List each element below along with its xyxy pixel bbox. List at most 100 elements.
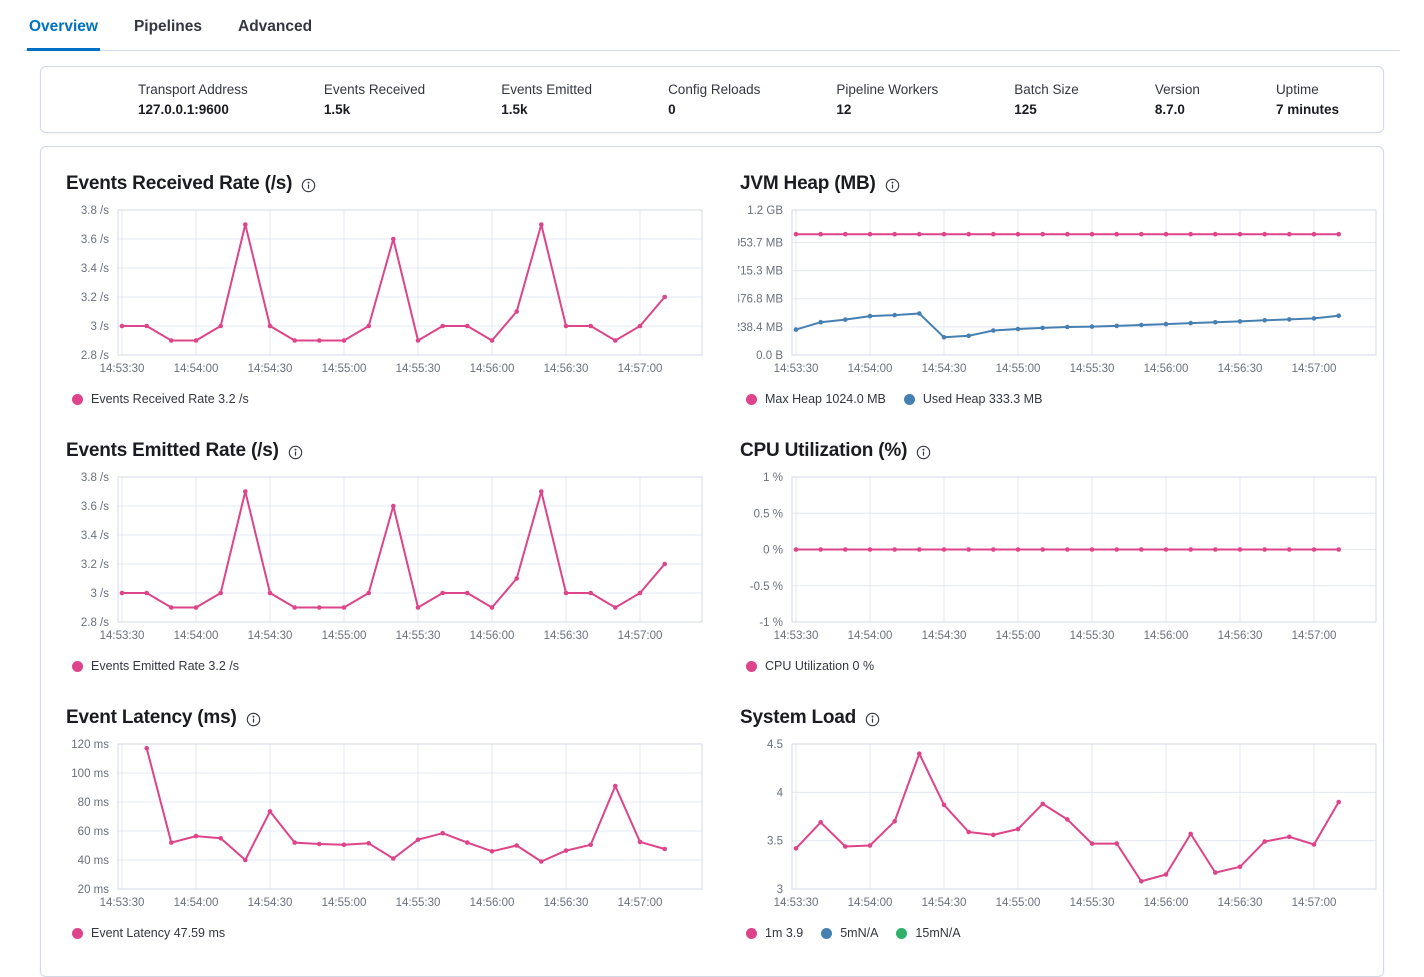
svg-text:14:54:30: 14:54:30 [922, 630, 967, 642]
chart-legend: Events Received Rate 3.2 /s [72, 392, 708, 406]
legend-dot-icon [746, 927, 757, 939]
svg-text:3 /s: 3 /s [90, 321, 109, 333]
y-axis-labels: 120 ms 100 ms 80 ms 60 ms 40 ms 20 ms [71, 739, 109, 896]
info-icon[interactable] [301, 178, 316, 193]
svg-text:476.8 MB: 476.8 MB [738, 294, 783, 306]
svg-text:4.5: 4.5 [767, 739, 783, 751]
chart-title: JVM Heap (MB) [740, 173, 876, 194]
legend-dot-icon [746, 393, 757, 405]
legend-item[interactable]: Event Latency 47.59 ms [72, 926, 225, 940]
stat-events-emitted: Events Emitted 1.5k [501, 81, 592, 118]
svg-text:14:56:00: 14:56:00 [470, 897, 515, 909]
stat-value: 125 [1014, 102, 1037, 117]
stat-value: 12 [836, 102, 852, 117]
chart-plot[interactable]: 120 ms 100 ms 80 ms 60 ms 40 ms 20 ms14:53:30… [64, 736, 704, 916]
tab-advanced[interactable]: Advanced [238, 18, 313, 35]
stat-value: 7 minutes [1275, 102, 1339, 117]
svg-text:14:54:00: 14:54:00 [174, 630, 219, 642]
svg-text:14:55:30: 14:55:30 [396, 897, 441, 909]
chart-jvm-heap: JVM Heap (MB) 1.2 GB 953.7 MB 715.3 MB 476.8… [734, 173, 1382, 406]
svg-text:3: 3 [777, 884, 783, 896]
legend-item[interactable]: Events Emitted Rate 3.2 /s [72, 659, 239, 673]
svg-text:80 ms: 80 ms [78, 797, 110, 809]
x-axis-labels: 14:53:30 14:54:00 14:54:30 14:55:00 14:55:30… [774, 630, 1337, 642]
legend-item[interactable]: Events Received Rate 3.2 /s [72, 392, 249, 406]
legend-item[interactable]: 5mN/A [821, 926, 878, 940]
svg-text:14:54:30: 14:54:30 [248, 630, 293, 642]
info-icon[interactable] [865, 712, 880, 727]
chart-plot[interactable]: 4.5 4 3.5 314:53:30 14:54:00 14:54:30 14:55:00… [738, 736, 1378, 916]
chart-plot[interactable]: 1 %0.5 %0 %-0.5 %-1 %14:53:30 14:54:00 14:… [738, 469, 1378, 649]
tab-pipelines[interactable]: Pipelines [133, 18, 202, 35]
svg-text:14:55:30: 14:55:30 [396, 630, 441, 642]
legend-item[interactable]: Max Heap 1024.0 MB [746, 392, 886, 406]
svg-text:0.0 B: 0.0 B [756, 350, 783, 362]
svg-text:14:54:30: 14:54:30 [922, 363, 967, 375]
svg-text:3.5: 3.5 [767, 836, 783, 848]
info-icon[interactable] [885, 178, 900, 193]
svg-text:14:56:00: 14:56:00 [1144, 363, 1189, 375]
svg-text:3.8 /s: 3.8 /s [81, 472, 109, 484]
info-icon[interactable] [288, 445, 303, 460]
svg-text:14:56:30: 14:56:30 [544, 363, 589, 375]
svg-text:3.4 /s: 3.4 /s [81, 530, 109, 542]
svg-text:14:57:00: 14:57:00 [1292, 630, 1337, 642]
svg-text:-1 %: -1 % [759, 617, 783, 629]
series-event-latency [144, 746, 667, 864]
svg-text:14:56:30: 14:56:30 [544, 630, 589, 642]
stat-label: Batch Size [1014, 82, 1079, 97]
info-icon[interactable] [916, 445, 931, 460]
stat-value: 1.5k [501, 102, 528, 117]
chart-cpu-utilization: CPU Utilization (%) 1 % 0.5 % 0 % -0.5 % -1 %… [738, 440, 1382, 673]
svg-text:60 ms: 60 ms [78, 826, 110, 838]
legend-item[interactable]: 1m 3.9 [746, 926, 803, 940]
stat-pipeline-workers: Pipeline Workers 12 [836, 81, 938, 118]
stat-value: 1.5k [323, 102, 351, 117]
stat-value: 127.0.0.1:9600 [138, 102, 229, 117]
series-1m [793, 751, 1341, 884]
svg-text:14:55:30: 14:55:30 [1070, 363, 1115, 375]
legend-item[interactable]: Used Heap 333.3 MB [903, 392, 1042, 406]
series-events-emitted-rate [119, 489, 667, 610]
svg-text:14:54:00: 14:54:00 [848, 363, 893, 375]
chart-legend: 1m 3.9 5mN/A 15mN/A [746, 926, 1382, 940]
x-axis-labels: 14:53:30 14:54:00 14:54:30 14:55:00 14:55:30… [100, 630, 663, 642]
svg-text:14:53:30: 14:53:30 [100, 363, 145, 375]
stat-events-received: Events Received 1.5k [324, 81, 425, 118]
svg-text:2.8 /s: 2.8 /s [81, 617, 109, 629]
stat-label: Events Received [323, 82, 426, 97]
stat-label: Transport Address [138, 82, 248, 97]
chart-title-row: Event Latency (ms) [66, 707, 708, 729]
svg-text:3.6 /s: 3.6 /s [81, 501, 109, 513]
chart-plot[interactable]: 3.8 /s 3.6 /s 3.4 /s 3.2 /s 3 /s 2.8 /s14:53:… [64, 469, 704, 649]
stat-label: Version [1154, 82, 1200, 97]
svg-text:14:53:30: 14:53:30 [100, 897, 145, 909]
svg-text:1 %: 1 % [763, 472, 783, 484]
legend-label: 5mN/A [840, 926, 879, 940]
tab-bar: Overview Pipelines Advanced [24, 0, 1400, 51]
legend-item[interactable]: CPU Utilization 0 % [746, 659, 874, 673]
info-icon[interactable] [246, 712, 261, 727]
y-axis-labels: 3.8 /s 3.6 /s 3.4 /s 3.2 /s 3 /s 2.8 /s [81, 472, 109, 629]
svg-text:14:55:30: 14:55:30 [1070, 630, 1115, 642]
tab-overview[interactable]: Overview [27, 14, 100, 51]
y-axis-labels: 3.8 /s 3.6 /s 3.4 /s 3.2 /s 3 /s 2.8 /s [81, 205, 109, 362]
charts-panel: Events Received Rate (/s) 3.8 /s 3.6 /s 3.4… [40, 146, 1384, 977]
svg-text:14:55:00: 14:55:00 [996, 630, 1041, 642]
chart-legend: Events Emitted Rate 3.2 /s [72, 659, 708, 673]
svg-text:14:55:00: 14:55:00 [322, 630, 367, 642]
stat-version: Version 8.7.0 [1155, 81, 1200, 118]
chart-plot[interactable]: 3.8 /s 3.6 /s 3.4 /s 3.2 /s 3 /s 2.8 /s14:53:… [64, 202, 704, 382]
legend-label: 1m 3.9 [765, 926, 804, 940]
legend-item[interactable]: 15mN/A [896, 926, 961, 940]
svg-text:3.2 /s: 3.2 /s [81, 559, 109, 571]
svg-text:715.3 MB: 715.3 MB [738, 266, 783, 278]
svg-text:14:57:00: 14:57:00 [1292, 897, 1337, 909]
legend-label: Event Latency 47.59 ms [91, 926, 226, 940]
svg-text:14:55:30: 14:55:30 [396, 363, 441, 375]
chart-plot[interactable]: 1.2 GB 953.7 MB 715.3 MB 476.8 MB 238.4 MB 0.… [734, 202, 1378, 382]
gridlines [792, 743, 1376, 890]
stat-label: Config Reloads [668, 82, 761, 97]
chart-legend: CPU Utilization 0 % [746, 659, 1382, 673]
